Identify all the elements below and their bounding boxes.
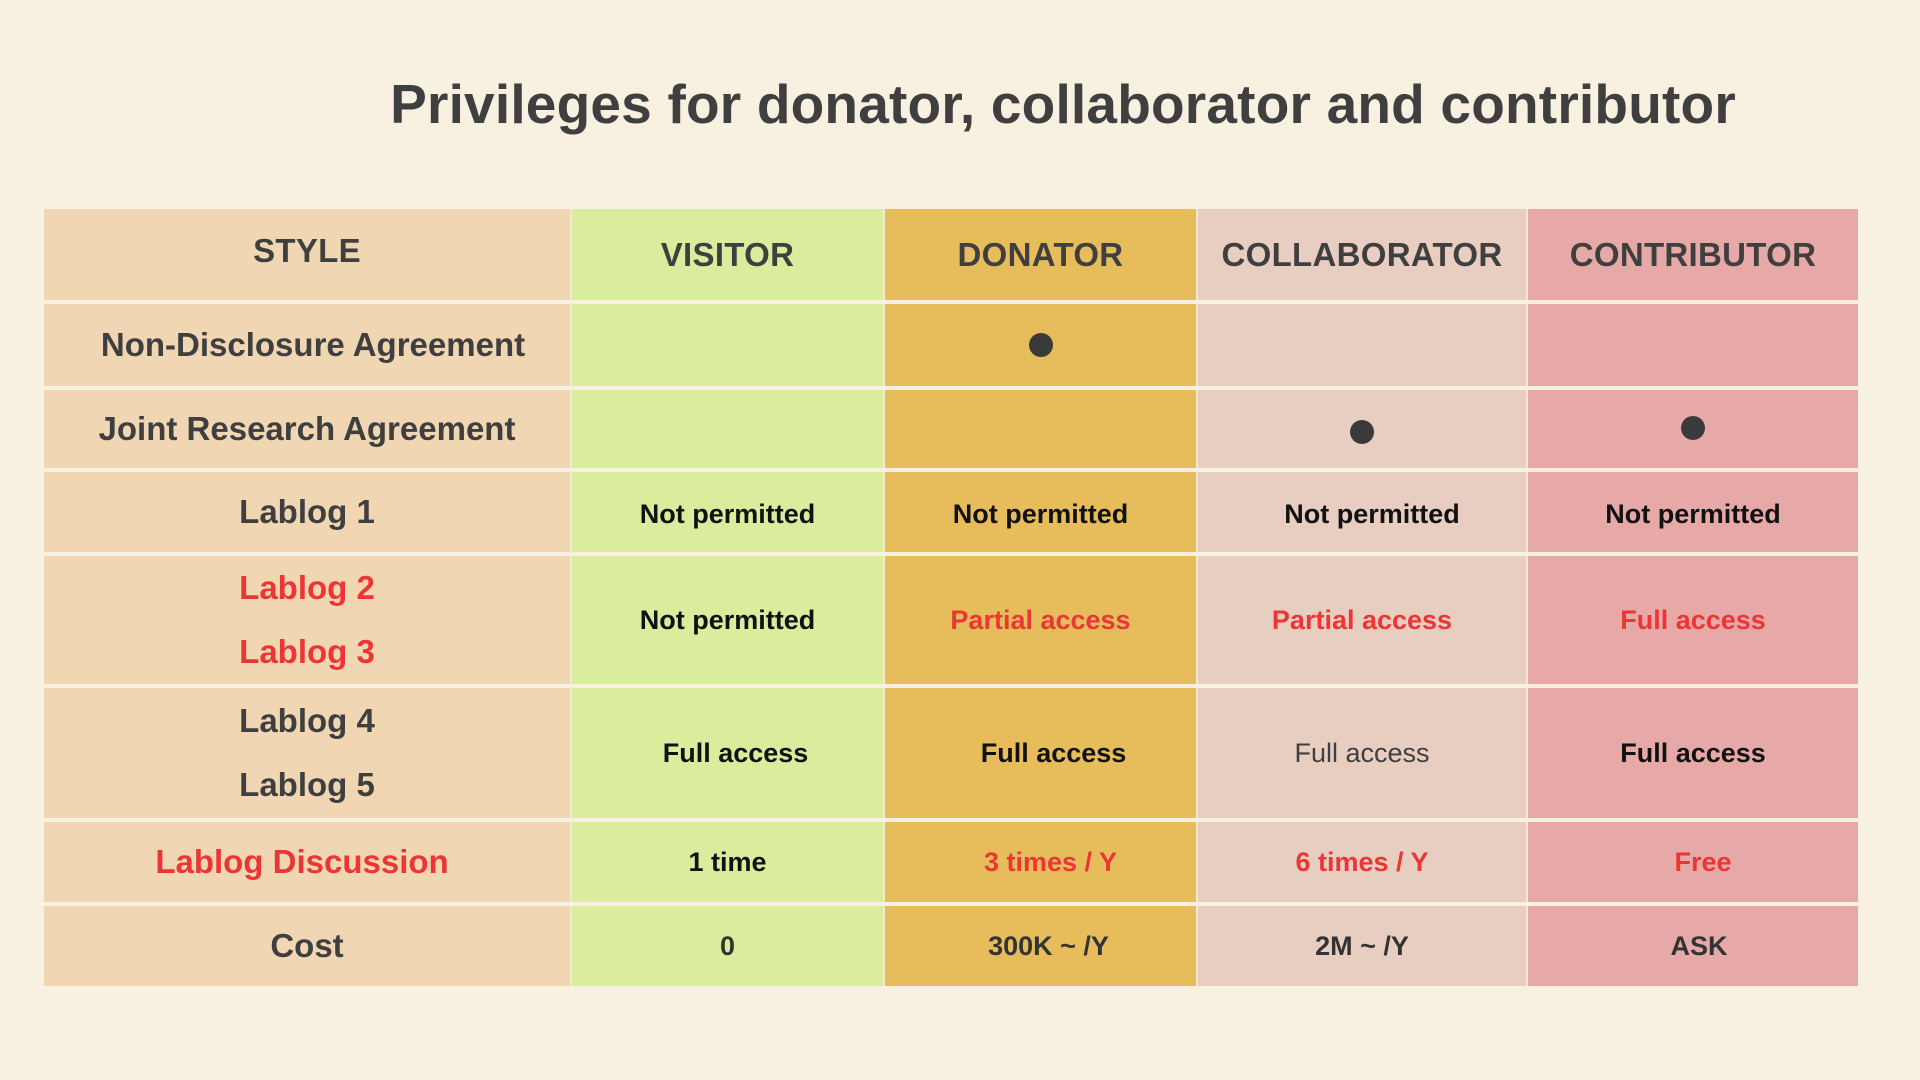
- cost-visitor-cell: 0: [570, 904, 884, 986]
- row-non-disclosure-agreement: Non-Disclosure Agreement: [44, 302, 1858, 390]
- row-label-lablog-1: Lablog 1: [44, 470, 571, 556]
- discussion-visitor-cell: 1 time: [570, 820, 884, 906]
- jra-donator-cell: [883, 388, 1197, 472]
- row-label-lablog-2-3: Lablog 2 Lablog 3: [44, 554, 571, 688]
- lablog23-visitor-cell: Not permitted: [570, 554, 884, 688]
- lablog23-collaborator-cell: Partial access: [1196, 554, 1527, 688]
- header-contributor: CONTRIBUTOR: [1526, 209, 1858, 304]
- cost-contributor-cell: ASK: [1526, 904, 1858, 986]
- nda-collaborator-cell: [1196, 302, 1527, 390]
- privileges-table: STYLE VISITOR DONATOR COLLABORATOR CONTR…: [44, 209, 1858, 986]
- row-label-lablog-2: Lablog 2: [239, 569, 375, 606]
- lablog45-collaborator-cell: Full access: [1196, 686, 1527, 822]
- row-label-cost: Cost: [44, 904, 571, 986]
- row-label-lablog-4-5: Lablog 4 Lablog 5: [44, 686, 571, 822]
- lablog1-visitor-cell: Not permitted: [570, 470, 884, 556]
- jra-visitor-cell: [570, 388, 884, 472]
- page-title: Privileges for donator, collaborator and…: [390, 73, 1736, 135]
- discussion-collaborator-cell: 6 times / Y: [1196, 820, 1527, 906]
- row-label-nda: Non-Disclosure Agreement: [44, 302, 571, 390]
- lablog1-contributor-cell: Not permitted: [1526, 470, 1858, 556]
- jra-collaborator-cell: [1196, 388, 1527, 472]
- header-style: STYLE: [44, 209, 571, 304]
- row-lablog-2-3: Lablog 2 Lablog 3 Not permitted Partial …: [44, 554, 1858, 688]
- lablog45-donator-cell: Full access: [883, 686, 1197, 822]
- row-label-lablog-3: Lablog 3: [239, 633, 375, 670]
- header-row: STYLE VISITOR DONATOR COLLABORATOR CONTR…: [44, 209, 1858, 304]
- lablog45-contributor-cell: Full access: [1526, 686, 1858, 822]
- row-label-lablog-4: Lablog 4: [239, 702, 375, 739]
- row-lablog-4-5: Lablog 4 Lablog 5 Full access Full acces…: [44, 686, 1858, 822]
- nda-donator-cell: [883, 302, 1197, 390]
- row-lablog-1: Lablog 1 Not permitted Not permitted Not…: [44, 470, 1858, 556]
- discussion-contributor-cell: Free: [1526, 820, 1858, 906]
- cost-collaborator-cell: 2M ~ /Y: [1196, 904, 1527, 986]
- nda-contributor-cell: [1526, 302, 1858, 390]
- lablog45-visitor-cell: Full access: [570, 686, 884, 822]
- lablog23-donator-cell: Partial access: [883, 554, 1197, 688]
- nda-visitor-cell: [570, 302, 884, 390]
- row-joint-research-agreement: Joint Research Agreement: [44, 388, 1858, 472]
- lablog1-collaborator-cell: Not permitted: [1196, 470, 1527, 556]
- row-label-jra: Joint Research Agreement: [44, 388, 571, 472]
- filled-dot-icon: [1028, 333, 1053, 357]
- header-visitor: VISITOR: [570, 209, 884, 304]
- row-lablog-discussion: Lablog Discussion 1 time 3 times / Y 6 t…: [44, 820, 1858, 906]
- lablog23-contributor-cell: Full access: [1526, 554, 1858, 688]
- row-cost: Cost 0 300K ~ /Y 2M ~ /Y ASK: [44, 904, 1858, 986]
- lablog1-donator-cell: Not permitted: [883, 470, 1197, 556]
- filled-dot-icon: [1350, 420, 1374, 444]
- row-label-lablog-5: Lablog 5: [239, 766, 375, 803]
- header-donator: DONATOR: [883, 209, 1197, 304]
- filled-dot-icon: [1681, 416, 1705, 440]
- cost-donator-cell: 300K ~ /Y: [883, 904, 1197, 986]
- header-collaborator: COLLABORATOR: [1196, 209, 1527, 304]
- jra-contributor-cell: [1526, 388, 1858, 472]
- discussion-donator-cell: 3 times / Y: [883, 820, 1197, 906]
- row-label-lablog-discussion: Lablog Discussion: [44, 820, 571, 906]
